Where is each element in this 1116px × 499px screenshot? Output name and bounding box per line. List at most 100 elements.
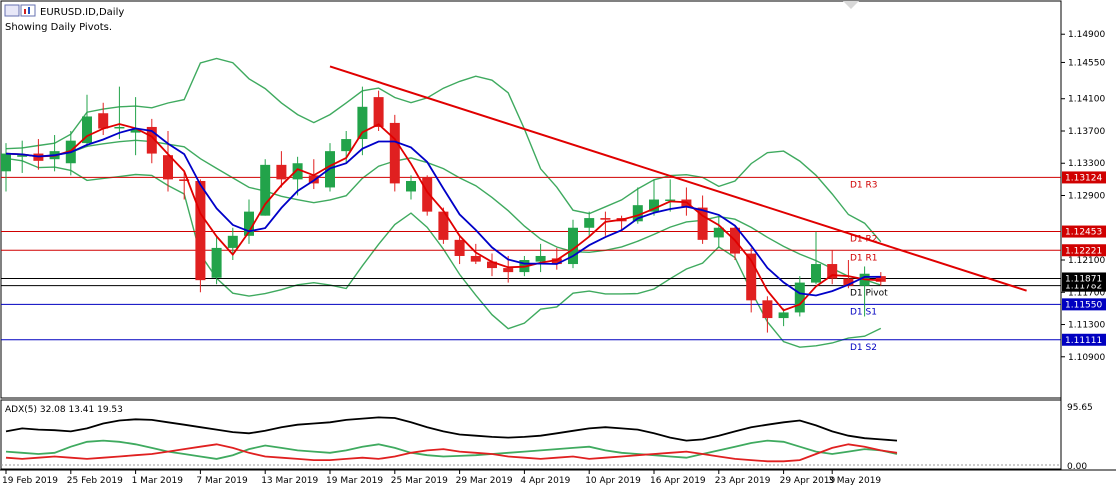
date-tick-label: 29 Mar 2019 <box>456 476 513 486</box>
pivot-price-box-text: 1.12221 <box>1065 246 1102 256</box>
candle-body <box>276 164 287 180</box>
one-click-trading-icon[interactable] <box>843 1 859 9</box>
candle-body <box>794 282 805 313</box>
candlesticks <box>1 86 886 333</box>
symbol-label: EURUSD.ID,Daily <box>40 7 124 18</box>
candle-body <box>762 300 773 319</box>
candle-body <box>503 268 514 273</box>
adx-lines <box>5 416 898 463</box>
adx-main-line <box>5 416 898 442</box>
candle-body <box>454 239 465 256</box>
pivot-price-box <box>1062 298 1106 311</box>
pivot-price-box-text: 1.13124 <box>1065 173 1102 183</box>
date-tick-label: 10 Apr 2019 <box>585 476 641 486</box>
price-tick-label: 1.14550 <box>1068 58 1105 68</box>
candle-body <box>875 276 886 282</box>
band-lower <box>5 157 882 348</box>
current-price-box-text: 1.11871 <box>1065 274 1102 284</box>
candle-body <box>697 207 708 240</box>
candle-body <box>357 106 368 140</box>
candle-body <box>17 155 28 157</box>
pivot-line-label: D1 R2 <box>850 235 878 245</box>
price-tick-label: 1.12100 <box>1068 256 1105 266</box>
candle-body <box>811 264 821 283</box>
candle-body <box>389 122 400 184</box>
pivot-line-label: D1 Pivot <box>850 289 888 299</box>
pivot-price-box <box>1062 244 1106 257</box>
pivot-price-box <box>1062 333 1106 346</box>
date-tick-label: 4 Apr 2019 <box>520 476 570 486</box>
candle-body <box>114 126 125 129</box>
candle-body <box>82 116 92 144</box>
moving-average-line <box>5 127 881 297</box>
date-tick-label: 19 Feb 2019 <box>2 476 58 486</box>
candle-body <box>422 177 433 212</box>
pivot-line-label: D1 S2 <box>850 343 877 353</box>
date-tick-label: 19 Mar 2019 <box>326 476 383 486</box>
candle-body <box>568 227 578 265</box>
pivot-price-box-text: 1.11782 <box>1065 282 1102 292</box>
date-tick-label: 25 Mar 2019 <box>391 476 448 486</box>
resistance-trendline[interactable] <box>329 65 1027 292</box>
date-tick-label: 13 Mar 2019 <box>261 476 318 486</box>
candle-body <box>713 227 724 238</box>
symbol-header: EURUSD.ID,Daily Showing Daily Pivots. <box>4 4 124 33</box>
date-tick-label: 3 May 2019 <box>828 476 881 486</box>
candle-body <box>827 264 838 279</box>
pivot-price-box-text: 1.11550 <box>1065 300 1102 310</box>
candle-body <box>195 180 206 281</box>
moving-average-line <box>5 123 881 312</box>
indicator-scale-bottom: 0.00 <box>1067 462 1087 472</box>
candle-body <box>373 97 384 127</box>
date-tick-label: 1 Mar 2019 <box>132 476 184 486</box>
candle-body <box>843 278 854 286</box>
candle-body <box>227 235 238 248</box>
date-tick-label: 29 Apr 2019 <box>780 476 836 486</box>
price-tick-label: 1.14100 <box>1068 95 1105 105</box>
candle-body <box>551 258 562 265</box>
candle-body <box>98 113 109 129</box>
pivot-line-label: D1 S1 <box>850 307 877 317</box>
price-tick-label: 1.11700 <box>1068 288 1105 298</box>
candle-body <box>341 139 352 152</box>
window-icon <box>4 4 20 17</box>
candle-body <box>438 211 449 240</box>
candle-body <box>600 218 611 220</box>
price-tick-label: 1.11300 <box>1068 321 1105 331</box>
band-upper <box>5 57 882 243</box>
candle-body <box>244 211 254 236</box>
price-tick-label: 1.10900 <box>1068 353 1105 363</box>
pivot-price-box-text: 1.11111 <box>1065 336 1102 346</box>
candle-body <box>649 199 659 212</box>
indicator-scale-top: 95.65 <box>1067 403 1093 413</box>
candle-body <box>179 179 190 181</box>
candle-body <box>260 164 271 216</box>
candle-body <box>211 247 222 278</box>
date-tick-label: 16 Apr 2019 <box>650 476 706 486</box>
chart-type-icon-bar <box>28 7 30 14</box>
chart-type-icon-bar <box>24 9 26 14</box>
candle-body <box>308 175 319 184</box>
candle-body <box>292 163 303 180</box>
adx-plus-di-line <box>5 439 898 460</box>
pivot-price-labels: 1.13124 1.12453 1.12221 1.11782 1.11550 1.111… <box>1062 171 1106 346</box>
price-axis: 1.14900 1.14550 1.14100 1.13700 1.13300 1.129… <box>1061 30 1105 363</box>
candle-body <box>146 126 157 154</box>
candle-body <box>163 155 173 180</box>
price-tick-label: 1.12900 <box>1068 192 1105 202</box>
price-tick-label: 1.14900 <box>1068 30 1105 40</box>
pivot-price-box-text: 1.12453 <box>1065 228 1102 238</box>
pivot-price-box <box>1062 171 1106 184</box>
pivot-subtitle: Showing Daily Pivots. <box>5 22 112 33</box>
pivot-line-label: D1 R1 <box>850 253 878 263</box>
current-price-box <box>1062 272 1106 285</box>
price-tick-label: 1.13700 <box>1068 127 1105 137</box>
date-tick-label: 25 Feb 2019 <box>67 476 123 486</box>
moving-averages <box>5 123 881 312</box>
candle-body <box>487 261 497 269</box>
indicator-label: ADX(5) 32.08 13.41 19.53 <box>5 405 123 415</box>
trendline <box>329 65 1027 292</box>
candle-body <box>535 255 546 262</box>
candle-body <box>130 129 141 133</box>
